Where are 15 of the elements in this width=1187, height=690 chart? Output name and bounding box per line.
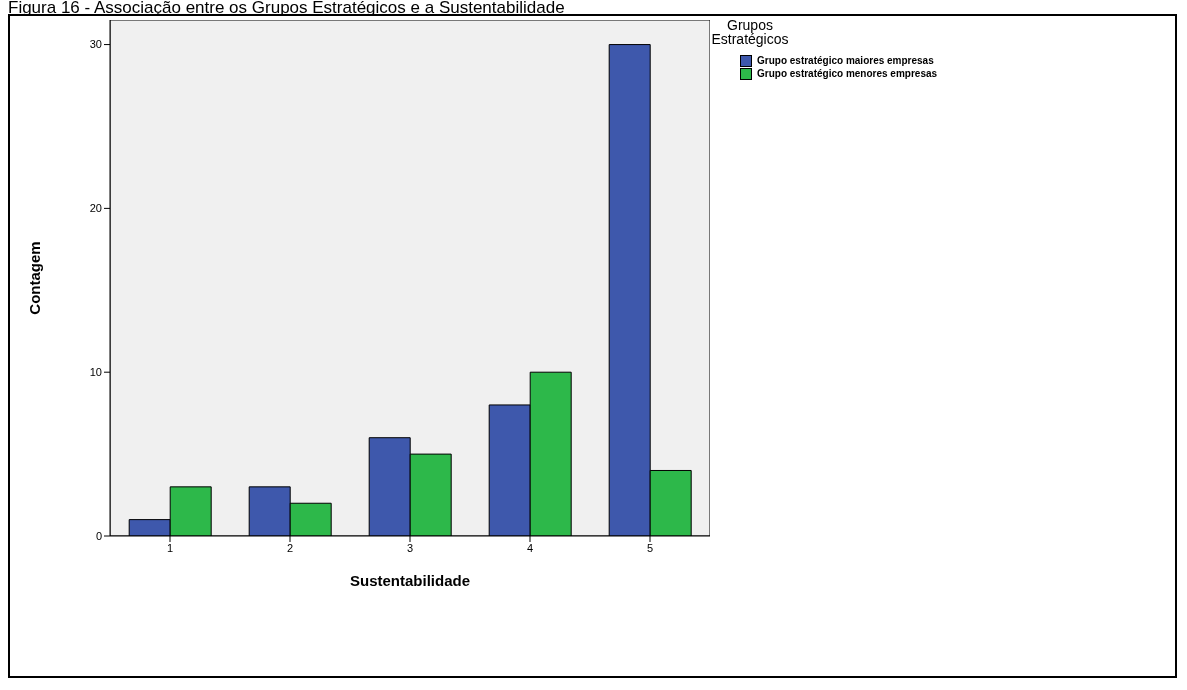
x-tick-label: 4 bbox=[526, 541, 534, 554]
x-tick-label: 1 bbox=[166, 541, 174, 554]
chart-title: Figura 16 - Associação entre os Grupos Estratégicos e a Sustentabilidade bbox=[8, 0, 566, 17]
x-tick-label: 5 bbox=[646, 541, 654, 554]
x-tick-label: 2 bbox=[286, 541, 294, 554]
y-axis-title: Contagem bbox=[26, 241, 44, 315]
legend-label: Grupo estratégico maiores empresas bbox=[757, 55, 934, 66]
y-tick-label: 0 bbox=[95, 529, 102, 542]
y-tick-label: 20 bbox=[89, 202, 102, 215]
legend-label: Grupo estratégico menores empresas bbox=[757, 68, 938, 79]
legend-title: Grupos Estratégicos bbox=[710, 17, 790, 47]
x-axis-title: Sustentabilidade bbox=[349, 572, 471, 589]
y-tick-label: 10 bbox=[89, 366, 102, 379]
x-tick-label: 3 bbox=[406, 541, 414, 554]
y-tick-label: 30 bbox=[89, 38, 102, 51]
